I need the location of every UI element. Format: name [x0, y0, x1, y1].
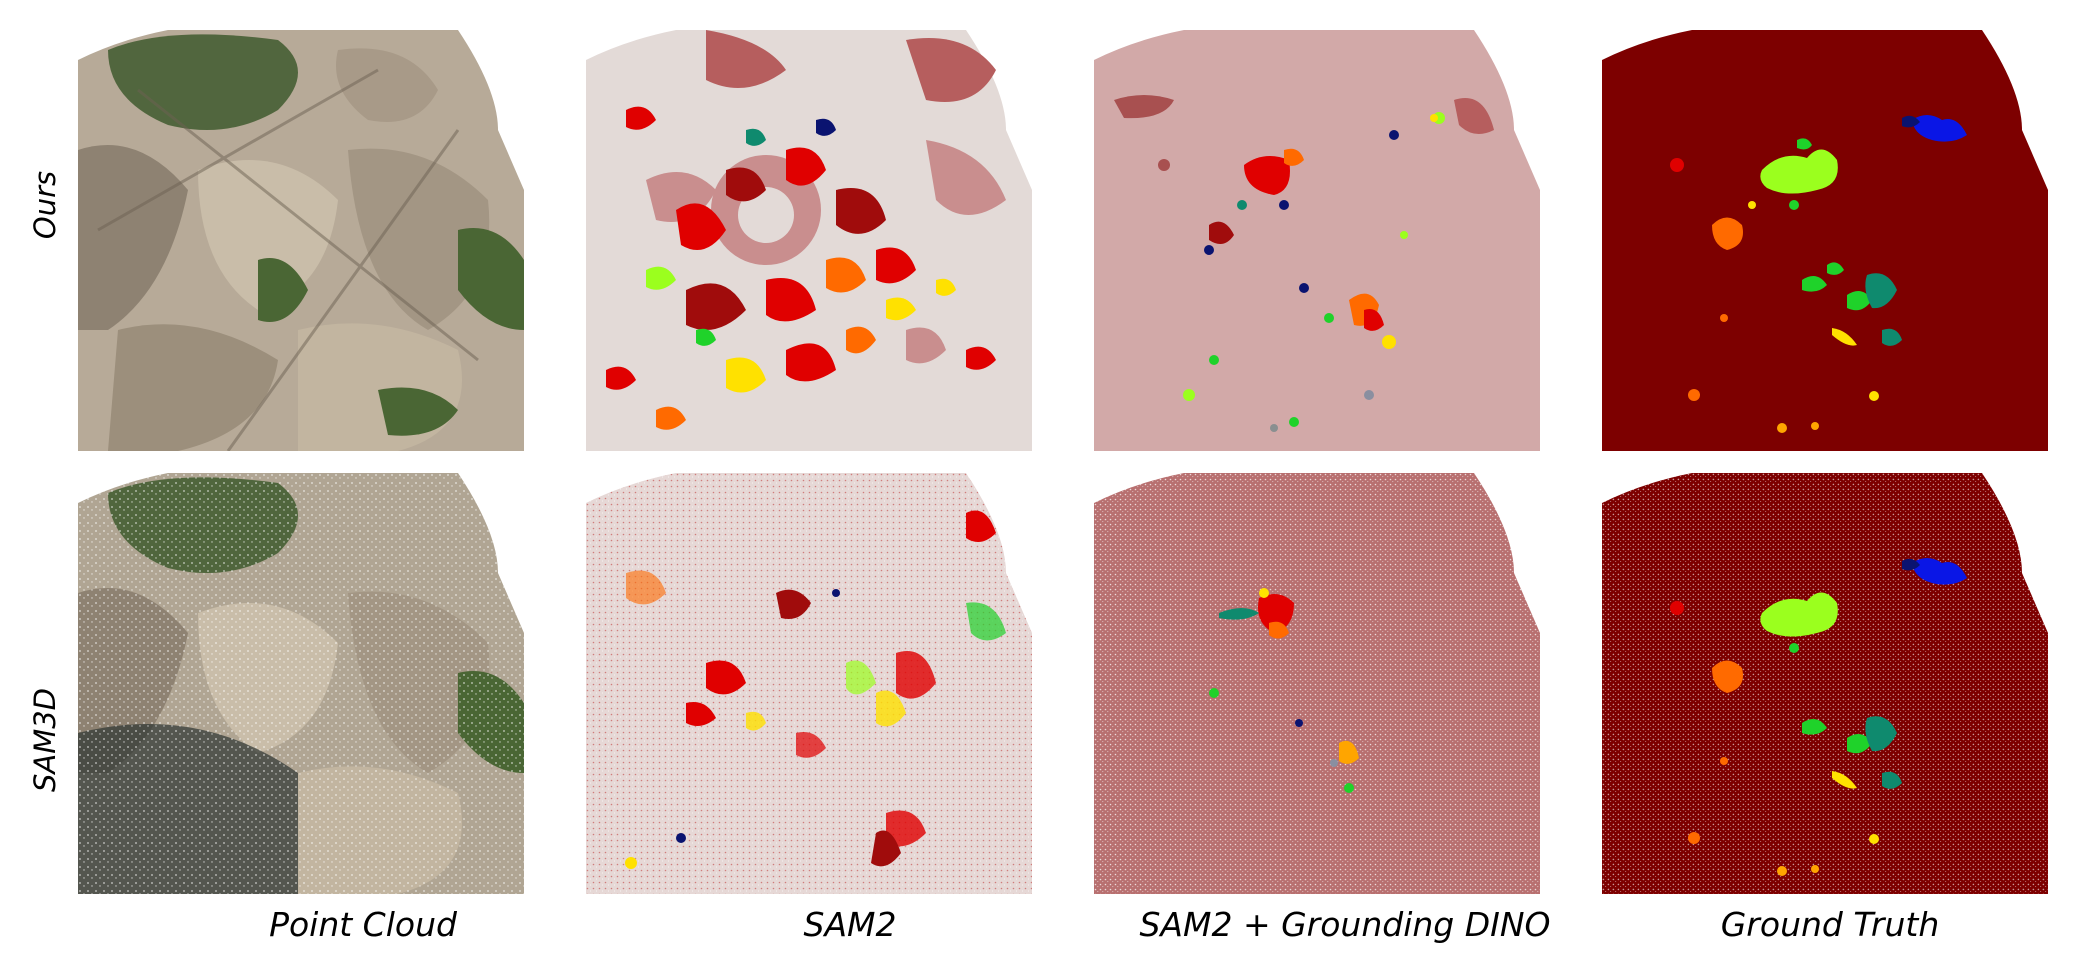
- panel-sam3d-sam2: [586, 473, 1032, 894]
- column-label-sam2: SAM2: [803, 905, 897, 944]
- sam2-segmentation-ours: [586, 30, 1032, 451]
- ground-truth-segmentation-sam3d: [1602, 473, 2048, 894]
- column-label-point-cloud: Point Cloud: [269, 905, 457, 944]
- ground-truth-segmentation-ours: [1602, 30, 2048, 451]
- row-label-sam3d: SAM3D: [28, 687, 62, 793]
- panel-ours-ground-truth: [1602, 30, 2048, 451]
- panel-ours-sam2: [586, 30, 1032, 451]
- column-label-ground-truth: Ground Truth: [1720, 905, 1940, 944]
- panel-sam3d-sam2-dino: [1094, 473, 1540, 894]
- row-label-ours: Ours: [28, 170, 62, 240]
- sam2-dino-segmentation-sam3d: [1094, 473, 1540, 894]
- point-cloud-render-sam3d: [78, 473, 524, 894]
- sam2-dino-segmentation-ours: [1094, 30, 1540, 451]
- panel-ours-sam2-dino: [1094, 30, 1540, 451]
- point-cloud-render-ours: [78, 30, 524, 451]
- column-label-sam2-grounding-dino: SAM2 + Grounding DINO: [1139, 905, 1551, 944]
- panel-sam3d-point-cloud: [78, 473, 524, 894]
- panel-sam3d-ground-truth: [1602, 473, 2048, 894]
- panel-ours-point-cloud: [78, 30, 524, 451]
- sam2-segmentation-sam3d: [586, 473, 1032, 894]
